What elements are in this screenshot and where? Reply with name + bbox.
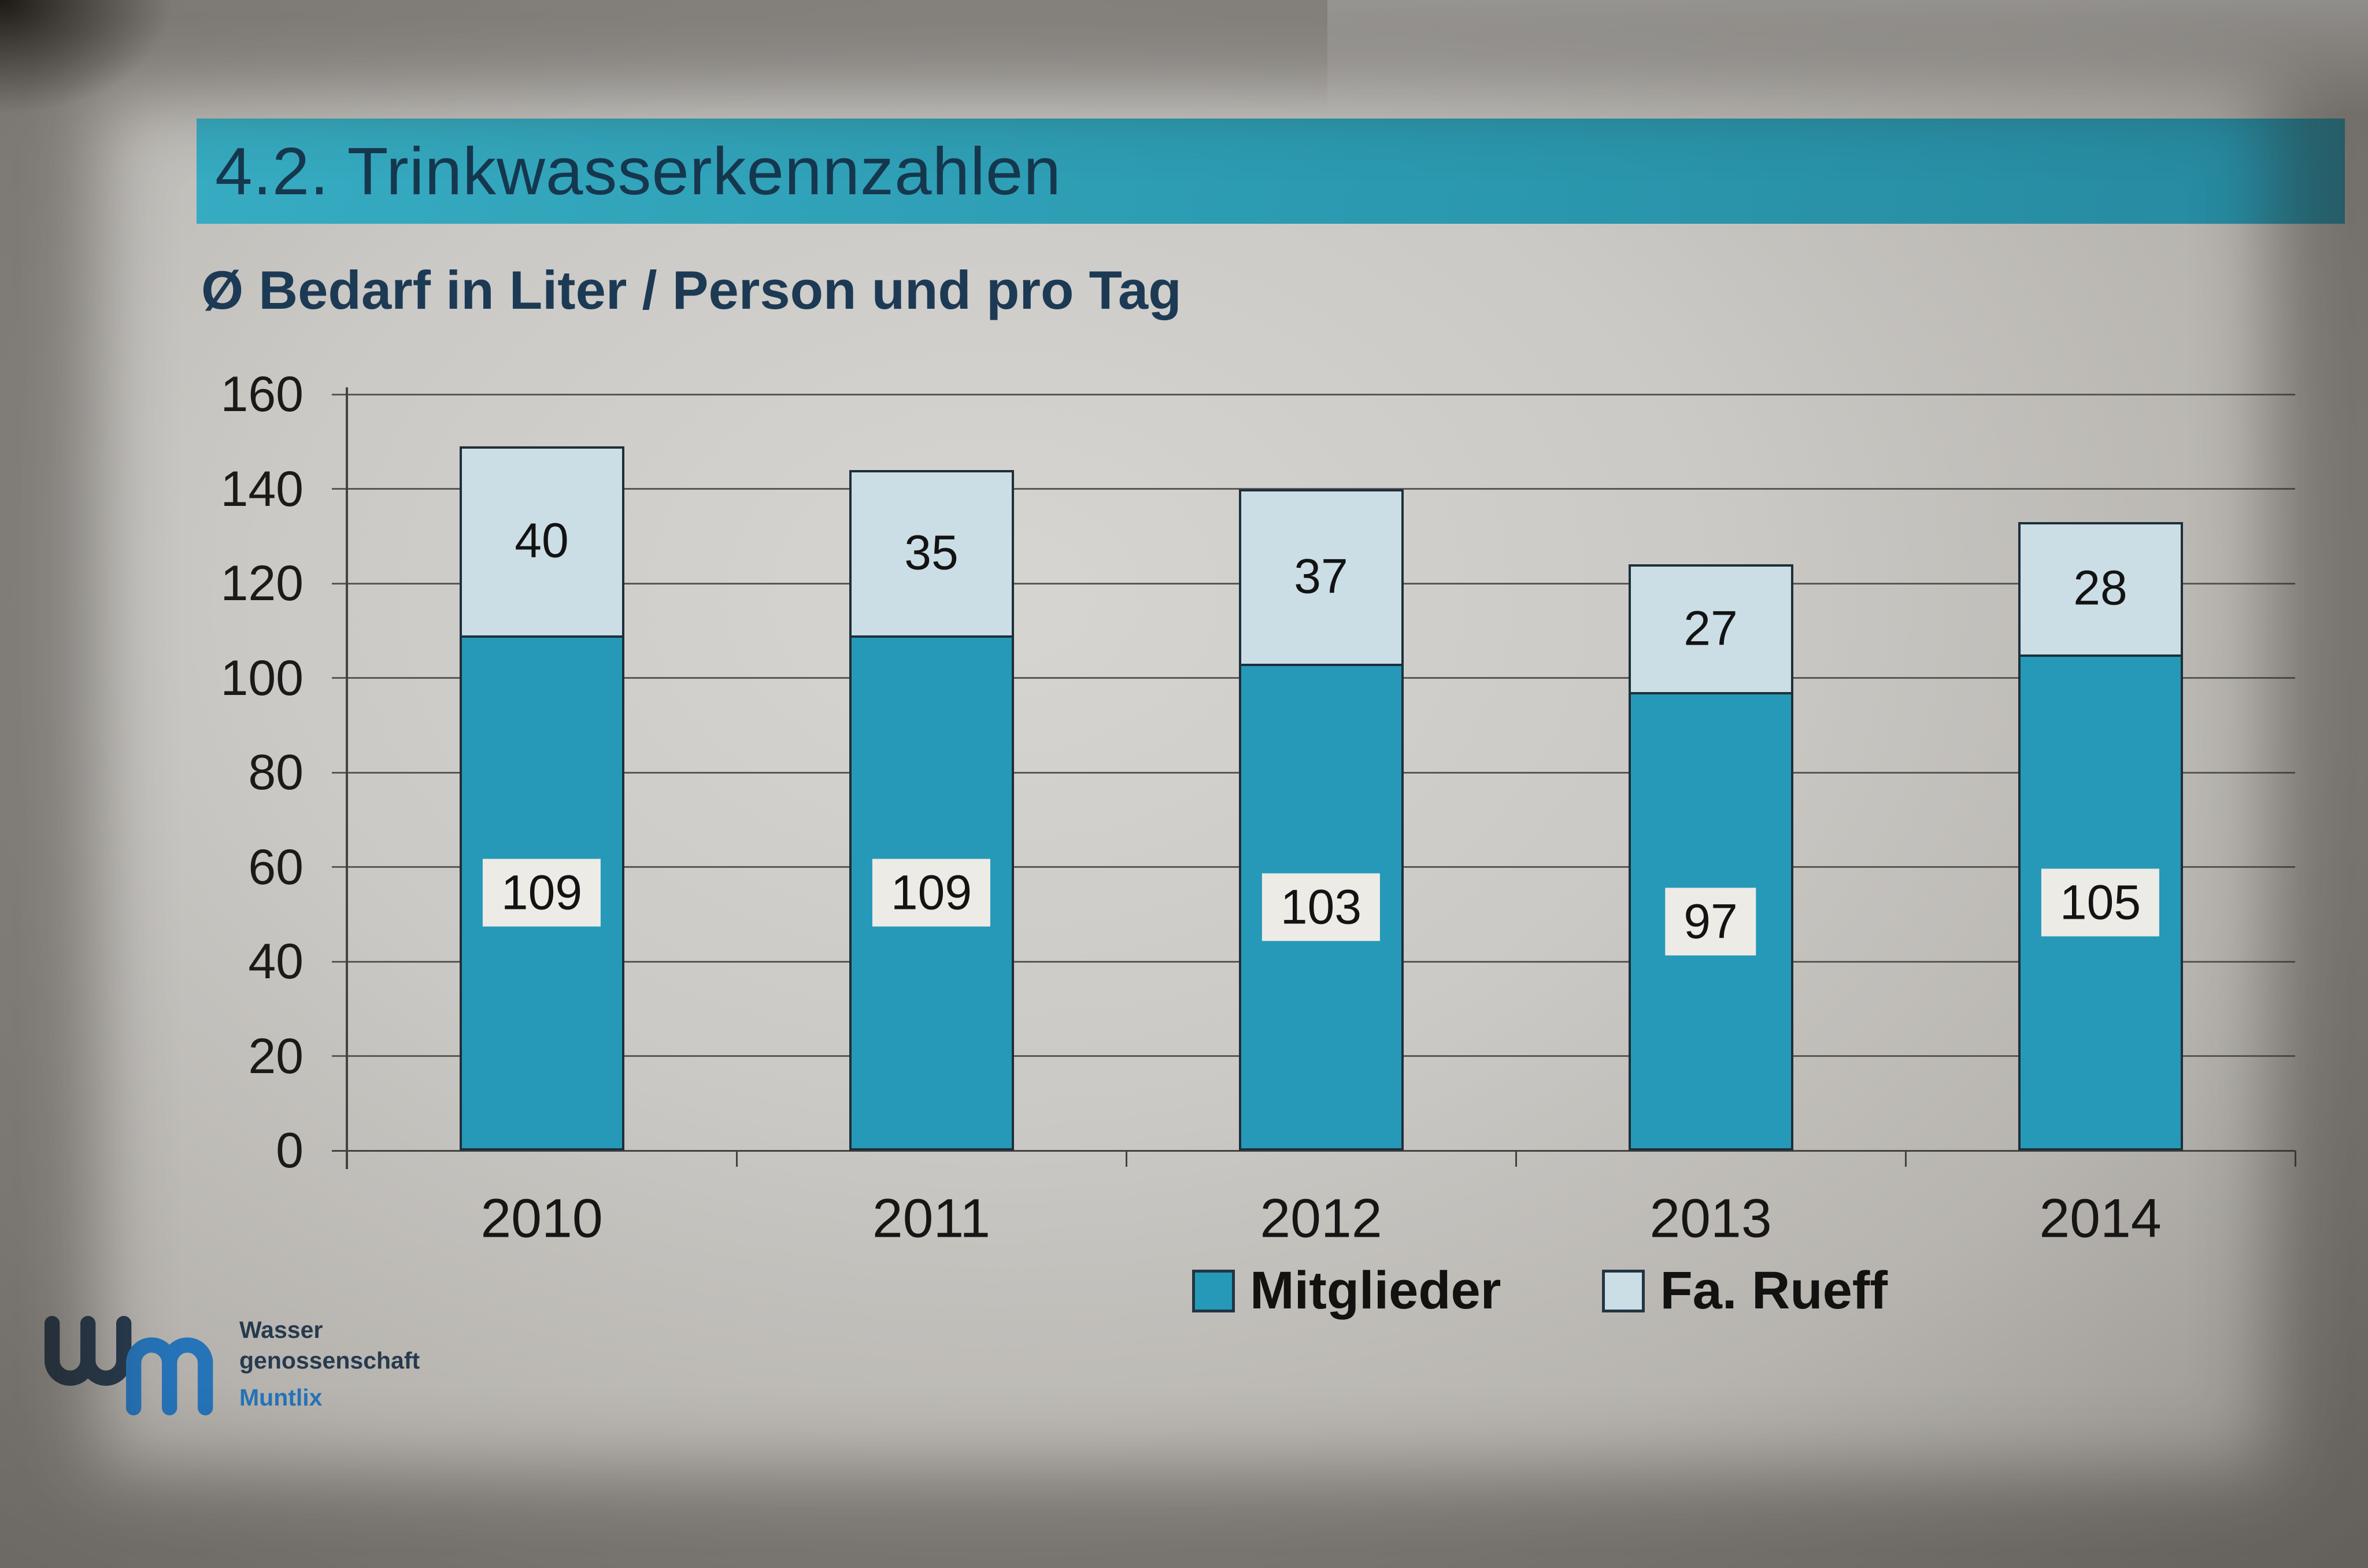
x-axis-tick [346, 1151, 348, 1167]
x-axis-tick [735, 1151, 738, 1167]
photo-glare [1327, 0, 2368, 127]
slide-subtitle: Ø Bedarf in Liter / Person und pro Tag [201, 260, 1182, 320]
x-axis-label-2013: 2013 [1649, 1188, 1772, 1249]
bar-segment-fa-rueff-2013 [1628, 564, 1793, 693]
bar-value-fa-rueff-2011: 35 [904, 525, 959, 580]
legend-swatch-mitglieder [1192, 1269, 1235, 1312]
x-axis-tick [1125, 1151, 1127, 1167]
x-axis-label-2012: 2012 [1260, 1188, 1382, 1249]
bar-value-mitglieder-2011: 109 [872, 859, 991, 927]
x-axis-label-2014: 2014 [2039, 1188, 2162, 1249]
y-axis-label: 40 [248, 934, 304, 989]
legend-label-fa-rueff: Fa. Rueff [1660, 1261, 1888, 1320]
y-axis-label: 0 [276, 1123, 304, 1178]
legend-label-mitglieder: Mitglieder [1250, 1261, 1501, 1320]
y-axis-label: 60 [248, 839, 304, 895]
photo-dark-corner [0, 0, 173, 116]
bar-value-mitglieder-2010: 109 [482, 859, 601, 927]
logo: Wasser genossenschaft Muntlix [40, 1308, 420, 1423]
x-axis-tick [1515, 1151, 1517, 1167]
wm-logo-icon [44, 1315, 213, 1416]
slide-title: 4.2. Trinkwasserkennzahlen [215, 134, 1061, 209]
y-axis-line [346, 387, 348, 1169]
y-axis-label: 80 [248, 745, 304, 800]
x-axis-label-2011: 2011 [872, 1188, 991, 1249]
bar-segment-fa-rueff-2011 [849, 469, 1014, 635]
y-axis-label: 160 [220, 367, 304, 422]
logo-text-line1: Wasser [239, 1316, 323, 1343]
logo-text-line2: genossenschaft [239, 1347, 420, 1374]
bar-segment-fa-rueff-2012 [1238, 489, 1404, 664]
x-axis-line [332, 1149, 2295, 1152]
legend-swatch-fa-rueff [1602, 1269, 1645, 1312]
logo-text-line3: Muntlix [239, 1384, 323, 1411]
bar-value-mitglieder-2012: 103 [1261, 873, 1381, 941]
bar-segment-fa-rueff-2014 [2018, 522, 2183, 654]
y-axis-label: 120 [220, 556, 304, 611]
title-banner: 4.2. Trinkwasserkennzahlen [197, 119, 2345, 224]
x-axis-tick [2294, 1151, 2296, 1167]
bar-value-fa-rueff-2013: 27 [1684, 601, 1738, 656]
gridline [332, 393, 2295, 395]
bar-value-fa-rueff-2014: 28 [2073, 560, 2128, 615]
logo-text: Wasser genossenschaft Muntlix [239, 1315, 420, 1413]
bar-value-mitglieder-2013: 97 [1665, 887, 1756, 955]
y-axis-label: 20 [248, 1028, 304, 1084]
legend-item-fa-rueff: Fa. Rueff [1602, 1260, 1888, 1321]
chart-legend: Mitglieder Fa. Rueff [1192, 1260, 1888, 1321]
y-axis-label: 100 [220, 650, 304, 706]
legend-item-mitglieder: Mitglieder [1192, 1260, 1501, 1321]
bar-segment-fa-rueff-2010 [459, 446, 624, 635]
x-axis-tick [1904, 1151, 1907, 1167]
x-axis-label-2010: 2010 [480, 1188, 603, 1249]
bar-value-mitglieder-2014: 105 [2041, 868, 2160, 937]
y-axis-label: 140 [220, 461, 304, 517]
bar-value-fa-rueff-2012: 37 [1294, 549, 1348, 604]
bar-value-fa-rueff-2010: 40 [515, 513, 569, 568]
